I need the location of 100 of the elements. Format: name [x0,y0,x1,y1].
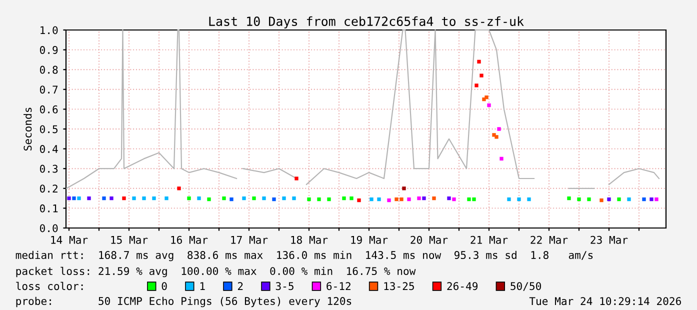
point [262,196,266,200]
text: Tue Mar 24 10:29:14 2026 [529,297,681,306]
legend-label: 1 [200,282,205,290]
point [527,197,531,202]
point [164,196,168,200]
point [142,196,146,200]
point [500,156,504,161]
x-tick-label: 23 Mar [590,236,628,244]
text: packet loss: 21.59 % avg 100.00 % max 0.00 % min 16.75 % now [16,266,416,278]
point [110,196,114,200]
point [242,196,246,200]
legend-label: 50/50 [510,282,541,291]
point [474,84,478,88]
y-tick-label: 0.8 [40,66,58,74]
point [400,197,404,202]
point [252,196,256,200]
point [272,197,276,202]
point [417,196,421,200]
point [577,197,581,202]
y-tick-label: 1.0 [40,26,58,34]
x-tick-label: 15 Mar [111,236,148,244]
legend-label: 13-25 [384,282,414,290]
y-tick-label: 0.5 [40,125,58,134]
point [394,197,398,202]
y-tick-label: 0.3 [40,164,58,173]
point [357,198,361,202]
y-tick-label: 0.2 [40,184,58,193]
point [342,196,346,200]
point [477,60,481,64]
point [282,196,286,200]
text: probe: 50 ICMP Echo Pings (56 Bytes) every 120s [16,296,352,308]
point [600,198,604,202]
point [467,197,471,202]
legend-label: 3-5 [276,282,294,290]
point [87,196,91,200]
x-tick-label: 18 Mar [291,236,328,244]
y-tick-label: 0.6 [40,105,58,114]
x-tick-label: 17 Mar [231,236,268,244]
legend-label: 26-49 [447,282,478,290]
point [494,135,498,139]
point [507,197,511,202]
point [377,197,381,202]
legend-label: 2 [238,282,243,290]
point [422,196,426,200]
y-tick-label: 0.9 [40,46,58,54]
point [387,198,391,202]
x-tick-label: 22 Mar [530,236,568,244]
point [402,186,406,190]
point [327,197,331,202]
point [177,186,181,190]
point [654,197,658,202]
y-tick-label: 0.4 [40,145,58,153]
point [407,197,411,202]
point [292,196,296,200]
legend-label: 6-12 [326,282,350,290]
point [152,196,156,200]
chart-title: Last 10 Days from ceb172c65fa4 to ss-zf-uk [209,16,524,28]
x-tick-label: 19 Mar [351,236,388,244]
point [197,196,201,200]
x-tick-label: 20 Mar [410,236,448,244]
point [480,74,484,78]
point [447,196,451,200]
y-tick-label: 0.0 [40,224,58,232]
x-tick-label: 16 Mar [171,236,208,244]
point [132,196,136,200]
point [497,127,501,131]
y-tick-label: 0.1 [40,204,58,212]
point [642,197,646,202]
point [627,197,631,202]
point [317,197,321,202]
point [294,176,298,180]
point [517,197,521,202]
point [122,196,126,200]
point [102,196,106,200]
legend-title: loss color: [16,282,83,290]
point [307,197,311,202]
point [567,196,571,200]
y-axis-title: Seconds [24,108,32,151]
legend-label: 0 [162,282,167,290]
point [187,196,191,200]
point [222,196,226,200]
x-tick-label: 14 Mar [51,236,88,244]
y-tick-label: 0.7 [40,86,58,94]
text: median rtt: 168.7 ms avg 838.6 ms max 136.0 ms min 143.5 ms now 95.3 ms sd 1.8 am/s [16,250,593,262]
point [67,196,71,200]
point [432,196,436,200]
x-tick-label: 21 Mar [470,236,508,244]
point [617,197,621,202]
point [484,95,488,100]
point [207,197,211,202]
point [607,197,611,202]
point [587,197,591,202]
point [350,196,354,200]
point [650,197,654,202]
point [370,197,374,202]
point [77,196,81,200]
point [472,197,476,202]
point [72,196,76,200]
point [230,197,234,202]
point [452,197,456,202]
